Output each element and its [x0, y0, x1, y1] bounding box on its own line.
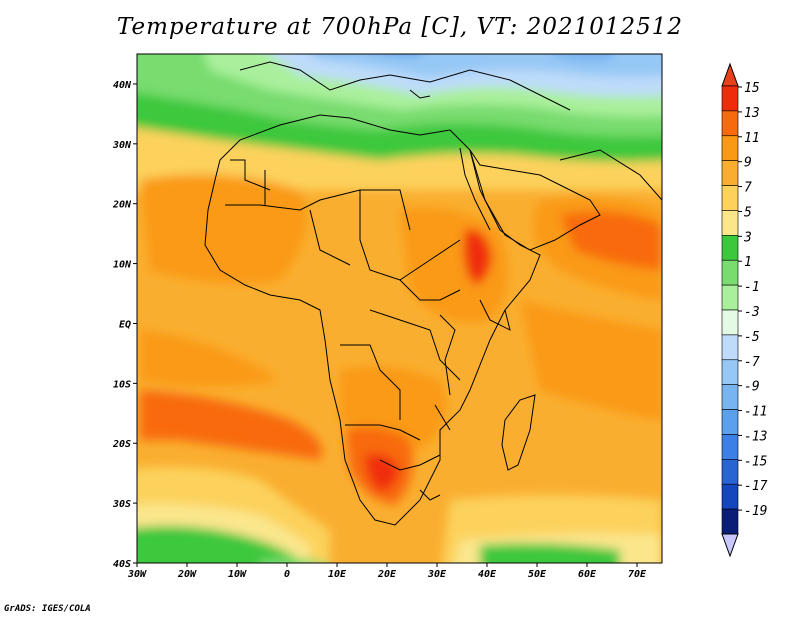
colorbar-swatch — [721, 185, 739, 211]
colorbar-swatch — [721, 384, 739, 410]
colorbar-level-label: 15 — [744, 81, 760, 96]
x-tick-label: 20W — [177, 569, 197, 580]
colorbar-bottom-arrow — [721, 533, 739, 558]
x-tick-label: 10W — [228, 569, 247, 580]
colorbar-swatch — [721, 483, 739, 510]
map-title: Temperature at 700hPa [C], VT: 202101251… — [116, 14, 684, 40]
colorbar-level-label: -19 — [744, 504, 767, 519]
colorbar-swatch — [721, 309, 739, 336]
colorbar-level-label: -7 — [744, 355, 760, 370]
colorbar-level-label: -3 — [744, 305, 760, 320]
colorbar-level-label: -17 — [744, 479, 768, 494]
colorbar-top-arrow — [721, 62, 739, 87]
coastlines — [204, 61, 662, 526]
colorbar-level-label: 13 — [744, 106, 760, 121]
colorbar-swatch — [721, 235, 739, 261]
y-tick-label: 10N — [113, 260, 132, 271]
colorbar-level-label: 11 — [744, 131, 760, 146]
y-tick-label: 10S — [113, 379, 131, 390]
x-tick-label: 30W — [127, 569, 147, 580]
colorbar-swatch — [721, 160, 739, 186]
colorbar-level-label: 7 — [744, 181, 752, 196]
y-tick-label: 40N — [113, 80, 132, 91]
y-tick-label: 40S — [113, 559, 131, 570]
colorbar-swatch — [721, 135, 739, 161]
colorbar-level-label: -15 — [744, 454, 768, 469]
y-tick-label: 30S — [112, 499, 131, 510]
x-tick-label: 60E — [578, 569, 597, 580]
colorbar-swatch — [721, 85, 739, 112]
colorbar-level-label: 9 — [744, 156, 752, 171]
colorbar-swatch — [721, 459, 739, 485]
colorbar-swatch — [721, 508, 739, 535]
x-tick-label: 0 — [284, 569, 290, 580]
colorbar-swatch — [721, 359, 739, 385]
colorbar-swatch — [721, 259, 739, 286]
y-tick-label: 20S — [112, 439, 131, 450]
grads-credit: GrADS: IGES/COLA — [4, 604, 91, 614]
colorbar-swatch — [721, 110, 739, 137]
colorbar-level-label: 1 — [744, 255, 752, 270]
colorbar-level-label: 3 — [743, 230, 752, 245]
colorbar-swatch — [721, 409, 739, 435]
y-tick-label: 30N — [112, 140, 132, 151]
colorbar: 15 13 11 9 7 5 3 1 -1 -3 -5 -7 -9 -11 -13 -15 -17 -19 — [721, 62, 768, 558]
x-axis-ticks: 30W 20W 10W 0 10E 20E 30E 40E 50E 60E 70E — [127, 563, 647, 580]
colorbar-level-label: 5 — [744, 205, 752, 220]
y-axis-ticks: 40N 30N 20N 10N EQ 10S 20S 30S 40S — [112, 80, 137, 570]
colorbar-swatch — [721, 284, 739, 311]
colorbar-level-label: -9 — [744, 380, 760, 395]
colorbar-swatch — [721, 210, 739, 236]
x-tick-label: 30E — [427, 569, 447, 580]
colorbar-level-label: -5 — [744, 330, 760, 345]
plot-frame — [136, 53, 663, 564]
y-tick-label: EQ — [119, 319, 131, 330]
y-tick-label: 20N — [112, 200, 132, 211]
colorbar-level-label: -13 — [744, 429, 767, 444]
colorbar-swatch — [721, 334, 739, 361]
temperature-field — [137, 54, 662, 563]
x-tick-label: 50E — [528, 569, 547, 580]
colorbar-level-label: -1 — [744, 280, 760, 295]
x-tick-label: 10E — [328, 569, 347, 580]
x-tick-label: 20E — [377, 569, 397, 580]
colorbar-swatch — [721, 434, 739, 460]
x-tick-label: 70E — [628, 569, 647, 580]
colorbar-level-label: -11 — [744, 405, 767, 420]
x-tick-label: 40E — [478, 569, 497, 580]
